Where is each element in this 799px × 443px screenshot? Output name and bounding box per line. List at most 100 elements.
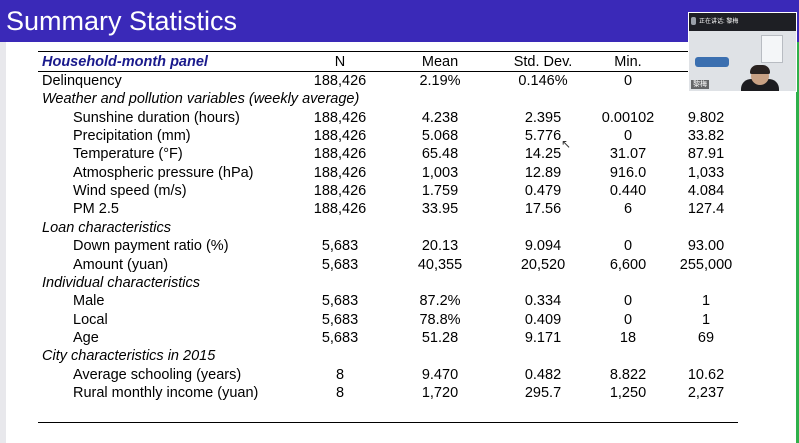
cell-mean: 1,720 [421, 384, 459, 401]
cell-n: 5,683 [321, 293, 359, 310]
video-room-sofa [695, 57, 729, 67]
cell-n: 188,426 [313, 73, 367, 89]
cell-std-dev: 17.56 [524, 201, 562, 218]
cell-max: 87.91 [687, 146, 725, 163]
cell-mean: 1.759 [421, 183, 459, 200]
cell-min: 916.0 [609, 164, 647, 181]
row-label: Sunshine duration (hours) [73, 109, 240, 126]
cell-min: 31.07 [609, 146, 647, 163]
table-row: Age 5,683 51.28 9.171 18 69 [0, 329, 799, 347]
cell-std-dev: 295.7 [524, 384, 562, 401]
cell-min: 0.440 [609, 183, 647, 200]
cell-std-dev: 0.482 [524, 366, 562, 383]
cell-mean: 4.238 [421, 109, 459, 126]
cell-n: 5,683 [321, 329, 359, 346]
cell-max: 9.802 [687, 109, 725, 126]
row-label: Age [73, 329, 99, 346]
cell-mean: 87.2% [419, 293, 461, 310]
table-section-row: Weather and pollution variables (weekly … [0, 90, 799, 108]
cell-max: 1 [701, 311, 711, 328]
cell-mean: 51.28 [421, 329, 459, 346]
header-min: Min. [614, 54, 642, 70]
video-person-body [741, 79, 779, 91]
table-row: Amount (yuan) 5,683 40,355 20,520 6,600 255,0… [0, 256, 799, 274]
video-person-hair [750, 65, 770, 74]
cell-n: 188,426 [313, 109, 367, 126]
table-row: Average schooling (years) 8 9.470 0.482 8.82… [0, 366, 799, 384]
table-row: Atmospheric pressure (hPa) 188,426 1,003 12… [0, 164, 799, 182]
cell-n: 188,426 [313, 183, 367, 200]
row-label: Delinquency [42, 73, 122, 89]
cell-max: 255,000 [679, 256, 733, 273]
mouse-cursor-icon: ↖ [561, 137, 572, 151]
cell-max: 1 [701, 293, 711, 310]
header-n: N [334, 54, 346, 70]
header-mean: Mean [421, 54, 459, 70]
cell-mean: 20.13 [421, 238, 459, 255]
cell-n: 8 [335, 366, 345, 383]
cell-n: 5,683 [321, 256, 359, 273]
table-header-row: Household-month panel N Mean Std. Dev. M… [0, 53, 799, 71]
table-row: Male 5,683 87.2% 0.334 0 1 [0, 292, 799, 310]
cell-std-dev: 12.89 [524, 164, 562, 181]
slide-title-bar: Summary Statistics [0, 0, 799, 42]
table-row: Wind speed (m/s) 188,426 1.759 0.479 0.440 4.… [0, 182, 799, 200]
cell-std-dev: 0.479 [524, 183, 562, 200]
cell-std-dev: 2.395 [524, 109, 562, 126]
slide-title: Summary Statistics [6, 6, 238, 36]
right-edge-strip [796, 42, 799, 443]
table-bottom-rule [38, 422, 738, 423]
cell-max: 69 [697, 329, 715, 346]
video-status-bar: 正在讲话: 黎梅 [689, 13, 796, 31]
row-label: Local [73, 311, 108, 328]
cell-max: 1,033 [687, 164, 725, 181]
section-label: City characteristics in 2015 [42, 348, 216, 365]
cell-max: 2,237 [687, 384, 725, 401]
cell-max: 127.4 [687, 201, 725, 218]
row-label: Atmospheric pressure (hPa) [73, 164, 254, 181]
cell-n: 5,683 [321, 311, 359, 328]
cell-min: 8.822 [609, 366, 647, 383]
table-row: Precipitation (mm) 188,426 5.068 5.776 0 33.8… [0, 127, 799, 145]
table-row: Temperature (°F) 188,426 65.48 14.25 31.07 87… [0, 145, 799, 163]
row-label: PM 2.5 [73, 201, 119, 218]
cell-std-dev: 5.776 [524, 128, 562, 145]
row-label: Male [73, 293, 105, 310]
cell-min: 0 [623, 293, 633, 310]
video-room-window [761, 35, 783, 63]
row-label: Average schooling (years) [73, 366, 242, 383]
cell-max: 10.62 [687, 366, 725, 383]
table-section-row: City characteristics in 2015 [0, 347, 799, 365]
cell-max: 93.00 [687, 238, 725, 255]
cell-std-dev: 9.171 [524, 329, 562, 346]
row-label: Rural monthly income (yuan) [73, 384, 259, 401]
cell-min: 0 [623, 128, 633, 145]
cell-n: 188,426 [313, 201, 367, 218]
table-row: Sunshine duration (hours) 188,426 4.238 2.3… [0, 109, 799, 127]
table-header-rule [38, 71, 738, 72]
cell-max: 33.82 [687, 128, 725, 145]
cell-n: 5,683 [321, 238, 359, 255]
cell-std-dev: 14.25 [524, 146, 562, 163]
section-label: Weather and pollution variables (weekly … [42, 91, 360, 108]
cell-max: 4.084 [687, 183, 725, 200]
video-status-text: 正在讲话: 黎梅 [699, 19, 739, 25]
header-panel-label: Household-month panel [42, 54, 208, 70]
cell-n: 188,426 [313, 146, 367, 163]
cell-mean: 2.19% [419, 73, 461, 89]
table-row: Down payment ratio (%) 5,683 20.13 9.094 0 93… [0, 237, 799, 255]
header-std-dev: Std. Dev. [513, 54, 573, 70]
cell-min: 6 [623, 201, 633, 218]
cell-std-dev: 20,520 [520, 256, 566, 273]
table-row: Delinquency 188,426 2.19% 0.146% 0 [0, 72, 799, 90]
row-label: Temperature (°F) [73, 146, 183, 163]
cell-n: 188,426 [313, 164, 367, 181]
cell-min: 6,600 [609, 256, 647, 273]
row-label: Amount (yuan) [73, 256, 169, 273]
left-edge-strip [0, 42, 6, 443]
row-label: Precipitation (mm) [73, 128, 191, 145]
cell-mean: 40,355 [417, 256, 463, 273]
table-row: Local 5,683 78.8% 0.409 0 1 [0, 311, 799, 329]
table-top-rule [38, 51, 738, 52]
video-call-overlay[interactable]: 正在讲话: 黎梅 黎梅 [688, 12, 797, 92]
